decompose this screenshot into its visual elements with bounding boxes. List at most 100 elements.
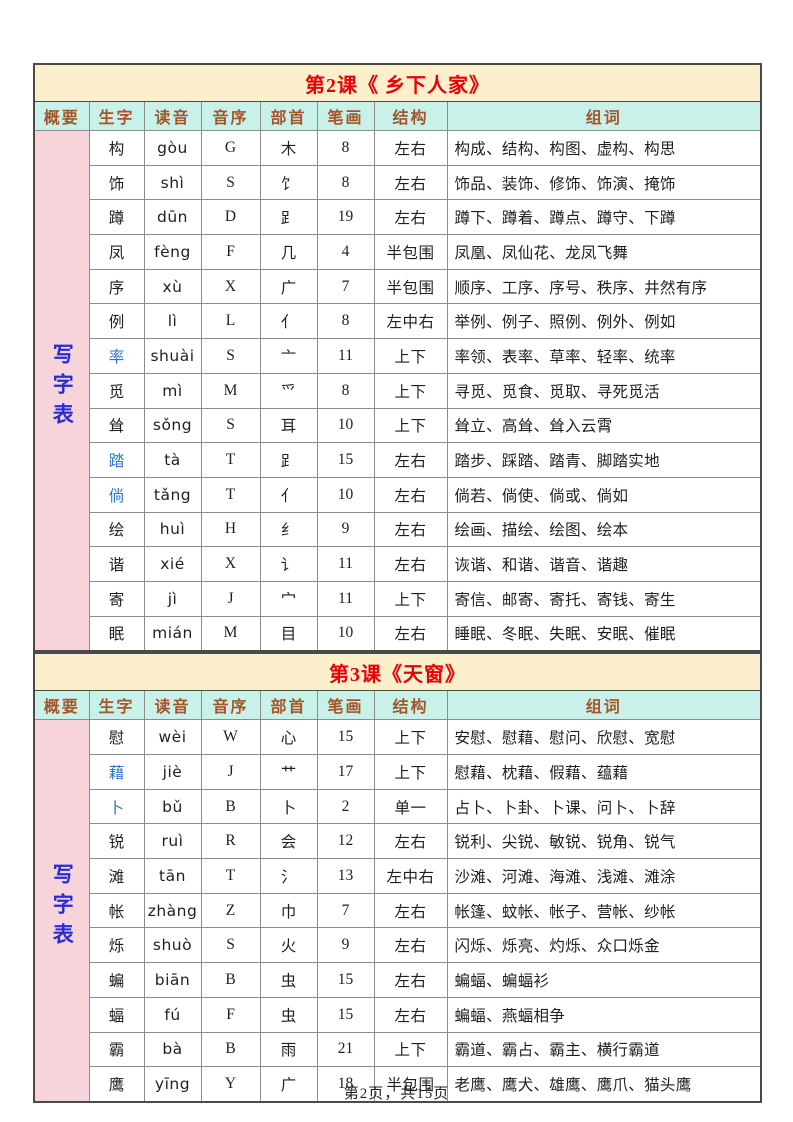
alphabetical-initial: S xyxy=(200,164,261,201)
alphabetical-initial: T xyxy=(200,476,261,513)
radical: 巾 xyxy=(259,892,318,929)
stroke-count: 19 xyxy=(316,199,375,236)
alphabetical-initial: W xyxy=(200,719,261,755)
structure: 左右 xyxy=(373,823,448,860)
structure: 半包围 xyxy=(373,1066,448,1103)
stroke-count: 11 xyxy=(316,580,375,617)
character: 绘 xyxy=(88,511,145,548)
word-list: 寄信、邮寄、寄托、寄钱、寄生 xyxy=(446,580,762,617)
alphabetical-initial: G xyxy=(200,130,261,166)
radical: 讠 xyxy=(259,546,318,582)
stroke-count: 15 xyxy=(316,962,375,998)
page-number: 第2页，共15页 xyxy=(343,1086,450,1102)
character: 谐 xyxy=(88,546,145,582)
character: 序 xyxy=(88,268,145,305)
radical: 几 xyxy=(259,234,318,270)
alphabetical-initial: T xyxy=(200,858,261,894)
character: 构 xyxy=(88,130,145,166)
stroke-count: 7 xyxy=(316,268,375,305)
character: 滩 xyxy=(88,858,145,894)
stroke-count: 12 xyxy=(316,823,375,860)
alphabetical-initial: M xyxy=(200,372,261,409)
column-header-structure: 结构 xyxy=(373,690,448,721)
pinyin: gòu xyxy=(143,130,202,166)
alphabetical-initial: Z xyxy=(200,892,261,929)
table-row: 觅 mì M 爫 8 上下 寻觅、觅食、觅取、寻死觅活 xyxy=(34,372,762,409)
word-list: 老鹰、鹰犬、雄鹰、鹰爪、猫头鹰 xyxy=(446,1066,762,1103)
radical: 耳 xyxy=(259,407,318,444)
table-row: 例 lì L 亻 8 左中右 举例、例子、照例、例外、例如 xyxy=(34,303,762,340)
pinyin: fú xyxy=(143,996,202,1033)
table-row: 饰 shì S 饣 8 左右 饰品、装饰、修饰、饰演、掩饰 xyxy=(34,164,762,201)
stroke-count: 9 xyxy=(316,927,375,964)
character-table-document: 第2课《 乡下人家》 概要 生字 读音 音序 部首 笔画 结构 组词 写字表 构 g… xyxy=(33,63,762,1103)
character: 慰 xyxy=(88,719,145,755)
radical: 艹 xyxy=(259,754,318,790)
summary-label: 写字表 xyxy=(50,343,75,434)
pinyin: dūn xyxy=(143,199,202,236)
structure: 半包围 xyxy=(373,268,448,305)
character: 藉 xyxy=(88,754,145,790)
column-header-character: 生字 xyxy=(88,101,145,131)
radical: 虫 xyxy=(259,962,318,998)
radical: 雨 xyxy=(259,1031,318,1068)
table-row: 率 shuài S 亠 11 上下 率领、表率、草率、轻率、统率 xyxy=(34,338,762,374)
stroke-count: 11 xyxy=(316,546,375,582)
pinyin: xié xyxy=(143,546,202,582)
stroke-count: 8 xyxy=(316,372,375,409)
structure: 左右 xyxy=(373,615,448,652)
word-list: 顺序、工序、序号、秩序、井然有序 xyxy=(446,268,762,305)
table-row: 绘 huì H 纟 9 左右 绘画、描绘、绘图、绘本 xyxy=(34,511,762,548)
lesson-title-row: 第2课《 乡下人家》 xyxy=(33,63,762,102)
lesson-title: 第3课《天窗》 xyxy=(33,652,762,692)
radical: 饣 xyxy=(259,164,318,201)
radical: 广 xyxy=(259,1066,318,1103)
word-list: 慰藉、枕藉、假藉、蕴藉 xyxy=(446,754,762,790)
character: 鹰 xyxy=(88,1066,145,1103)
table-row: 踏 tà T ⻊ 15 左右 踏步、踩踏、踏青、脚踏实地 xyxy=(34,442,762,478)
structure: 上下 xyxy=(373,372,448,409)
column-header-words: 组词 xyxy=(446,101,762,131)
radical: 亻 xyxy=(259,303,318,340)
table-row: 寄 jì J 宀 11 上下 寄信、邮寄、寄托、寄钱、寄生 xyxy=(34,580,762,617)
stroke-count: 15 xyxy=(316,996,375,1033)
pinyin: tà xyxy=(143,442,202,478)
radical: 宀 xyxy=(259,580,318,617)
pinyin: fèng xyxy=(143,234,202,270)
word-list: 蝙蝠、燕蝠相争 xyxy=(446,996,762,1033)
alphabetical-initial: S xyxy=(200,927,261,964)
pinyin: yīng xyxy=(143,1066,202,1103)
table-row: 霸 bà B 雨 21 上下 霸道、霸占、霸主、横行霸道 xyxy=(34,1031,762,1068)
word-list: 霸道、霸占、霸主、横行霸道 xyxy=(446,1031,762,1068)
table-row: 眠 mián M 目 10 左右 睡眠、冬眠、失眠、安眠、催眠 xyxy=(34,615,762,652)
lesson-2-table: 第2课《 乡下人家》 概要 生字 读音 音序 部首 笔画 结构 组词 写字表 构 g… xyxy=(33,63,762,653)
structure: 左右 xyxy=(373,164,448,201)
structure: 左右 xyxy=(373,927,448,964)
column-header-pinyin: 读音 xyxy=(143,101,202,131)
table-row: 写字表构 gòu G 木 8 左右 构成、结构、构图、虚构、构思 xyxy=(33,130,762,652)
pinyin: shuò xyxy=(143,927,202,964)
stroke-count: 18 xyxy=(316,1066,375,1103)
radical: 火 xyxy=(259,927,318,964)
character: 烁 xyxy=(88,927,145,964)
radical: 亻 xyxy=(259,476,318,513)
column-header-summary: 概要 xyxy=(33,690,90,721)
word-list: 率领、表率、草率、轻率、统率 xyxy=(446,338,762,374)
character: 蝠 xyxy=(88,996,145,1033)
alphabetical-initial: H xyxy=(200,511,261,548)
radical: 广 xyxy=(259,268,318,305)
alphabetical-initial: B xyxy=(200,962,261,998)
character: 觅 xyxy=(88,372,145,409)
radical: 爫 xyxy=(259,372,318,409)
radical: 纟 xyxy=(259,511,318,548)
pinyin: wèi xyxy=(143,719,202,755)
pinyin: mì xyxy=(143,372,202,409)
stroke-count: 4 xyxy=(316,234,375,270)
pinyin: sǒng xyxy=(143,407,202,444)
radical: 心 xyxy=(259,719,318,755)
stroke-count: 9 xyxy=(316,511,375,548)
table-row: 序 xù X 广 7 半包围 顺序、工序、序号、秩序、井然有序 xyxy=(34,268,762,305)
word-list: 蝙蝠、蝙蝠衫 xyxy=(446,962,762,998)
stroke-count: 13 xyxy=(316,858,375,894)
